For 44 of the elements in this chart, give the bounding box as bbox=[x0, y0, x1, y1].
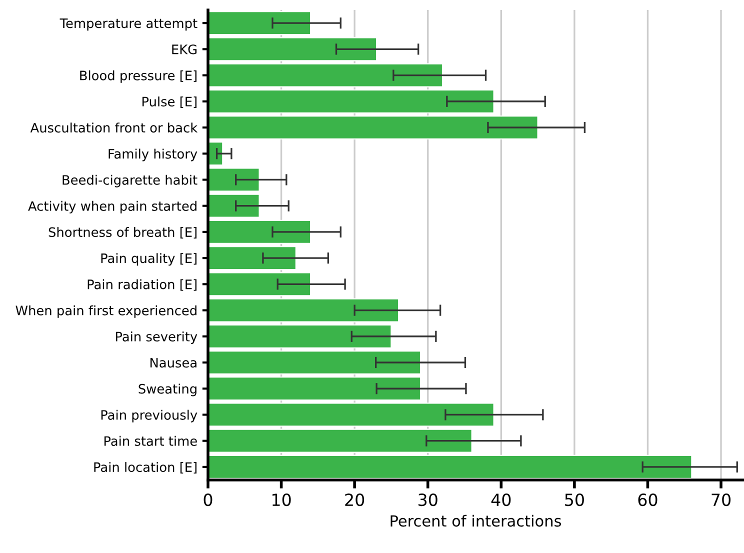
y-tick-label: Shortness of breath [E] bbox=[48, 227, 196, 239]
y-tick-label: Beedi-cigarette habit bbox=[62, 174, 198, 188]
bar bbox=[208, 428, 472, 453]
bar bbox=[208, 324, 392, 348]
bar bbox=[208, 89, 494, 114]
y-tick-label: Temperature attempt bbox=[60, 18, 198, 31]
y-tick-label: Nausea bbox=[150, 358, 196, 368]
bar bbox=[208, 246, 296, 270]
x-tick-label: 30 bbox=[418, 493, 438, 506]
y-tick-label: Pulse [E] bbox=[142, 96, 196, 108]
y-tick-label: Pain location [E] bbox=[94, 462, 196, 474]
bar bbox=[208, 168, 260, 192]
y-tick-label: Blood pressure [E] bbox=[80, 70, 196, 83]
bar bbox=[208, 402, 494, 427]
bar bbox=[208, 454, 692, 479]
x-tick-label: 40 bbox=[491, 493, 511, 506]
bar bbox=[208, 220, 312, 244]
bar bbox=[208, 376, 422, 401]
x-tick-label: 20 bbox=[345, 493, 364, 506]
bar bbox=[208, 350, 422, 375]
y-tick-label: Pain quality [E] bbox=[101, 253, 196, 266]
x-tick-label: 10 bbox=[272, 493, 291, 506]
bar bbox=[208, 298, 400, 322]
bar bbox=[208, 63, 444, 88]
y-tick-label: Family history bbox=[108, 148, 198, 162]
y-tick-label: Auscultation front or back bbox=[30, 122, 198, 133]
bar bbox=[208, 272, 312, 296]
y-tick-label: Pain radiation [E] bbox=[88, 279, 196, 291]
y-tick-label: Pain previously bbox=[101, 410, 198, 422]
x-tick-label: 60 bbox=[638, 493, 658, 506]
x-tick-label: 0 bbox=[204, 493, 212, 506]
bar bbox=[208, 194, 260, 218]
x-tick-label: 50 bbox=[565, 493, 584, 506]
y-tick-label: EKG bbox=[172, 44, 197, 54]
y-tick-label: Pain severity bbox=[116, 331, 198, 344]
bar bbox=[208, 37, 378, 62]
y-tick-label: Activity when pain started bbox=[28, 200, 196, 214]
x-tick-label: 70 bbox=[712, 493, 731, 506]
y-tick-label: Sweating bbox=[138, 384, 196, 396]
bar bbox=[208, 115, 538, 140]
bar bbox=[208, 11, 312, 36]
y-tick-label: When pain first experienced bbox=[16, 305, 196, 318]
y-tick-label: Pain start time bbox=[104, 436, 197, 446]
x-axis-title: Percent of interactions bbox=[390, 514, 561, 527]
